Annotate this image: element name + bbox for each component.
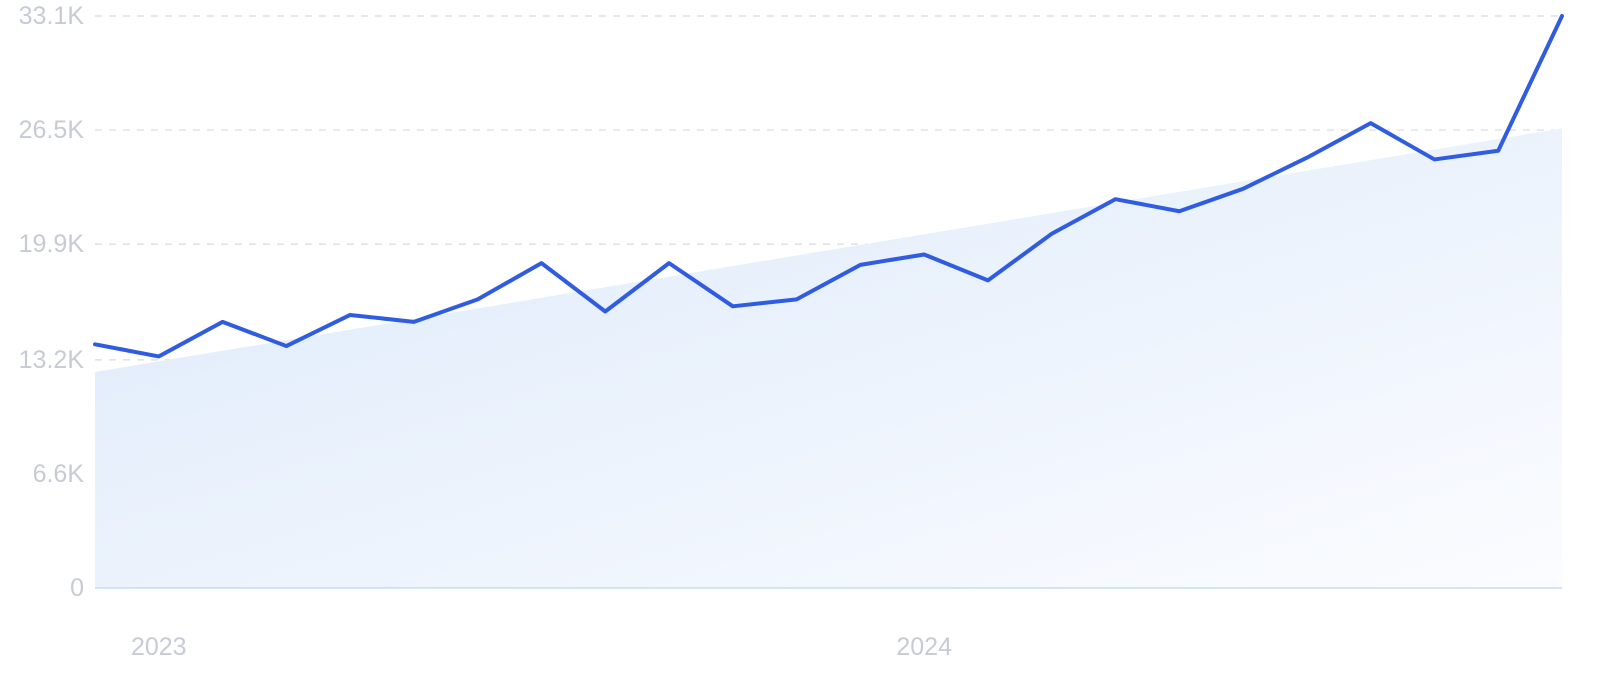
y-tick-label: 13.2K <box>19 346 85 374</box>
trend-area <box>95 128 1562 588</box>
y-tick-label: 0 <box>70 574 84 602</box>
series-line-layer <box>93 14 1564 359</box>
y-tick-label: 6.6K <box>33 460 85 488</box>
series-line <box>93 14 1564 359</box>
axis-layer: 0 6.6K 13.2K 19.9K 26.5K 33.1K 2023 2024 <box>19 2 1562 661</box>
x-tick-label: 2023 <box>131 633 187 661</box>
x-tick-label: 2024 <box>896 633 952 661</box>
y-tick-label: 19.9K <box>19 230 85 258</box>
y-tick-label: 33.1K <box>19 2 85 30</box>
trend-area-layer <box>95 128 1562 588</box>
y-tick-label: 26.5K <box>19 116 85 144</box>
